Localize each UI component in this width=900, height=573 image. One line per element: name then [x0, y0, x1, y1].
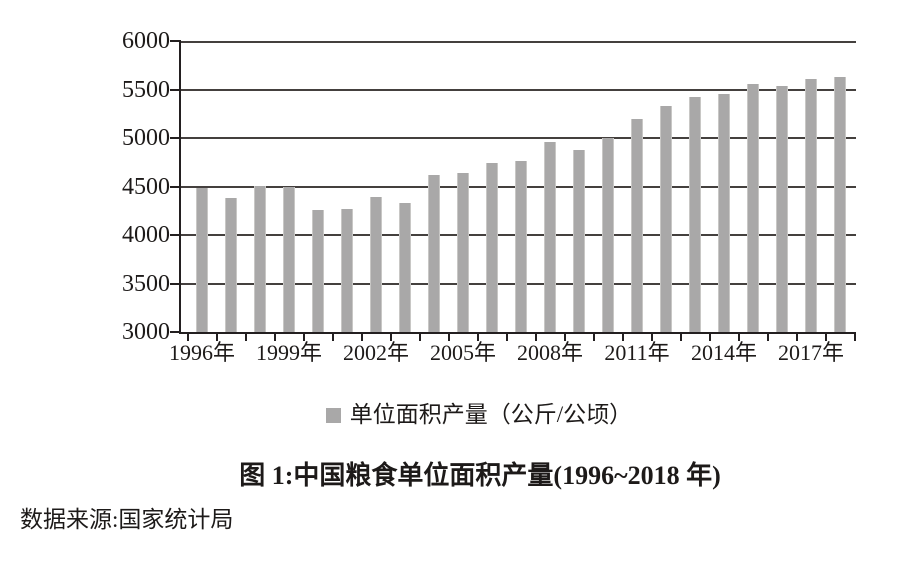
plot-area	[179, 41, 856, 334]
bar-2002年	[370, 197, 382, 332]
x-tick-19	[737, 334, 740, 341]
x-tick-6	[360, 334, 363, 341]
legend-label: 单位面积产量（公斤/公顷）	[349, 402, 633, 427]
x-tick-15	[621, 334, 624, 341]
bar-2001年	[341, 209, 353, 332]
bar-2000年	[312, 210, 324, 332]
x-tick-18	[708, 334, 711, 341]
bar-2016年	[776, 85, 788, 332]
gridline-5500	[181, 88, 856, 91]
x-label-2014年: 2014年	[690, 340, 757, 365]
y-label-5500: 5500	[122, 76, 170, 103]
x-tick-4	[302, 334, 305, 341]
x-tick-22	[824, 334, 827, 341]
x-label-2017年: 2017年	[777, 340, 844, 365]
x-tick-21	[795, 334, 798, 341]
bar-2017年	[805, 78, 817, 332]
x-label-2005年: 2005年	[429, 340, 496, 365]
bar-2004年	[428, 175, 440, 332]
x-tick-0	[186, 334, 189, 341]
x-label-2002年: 2002年	[342, 340, 409, 365]
y-tick-4500	[170, 185, 181, 188]
y-tick-5500	[170, 88, 181, 91]
bar-2008年	[544, 142, 556, 332]
bar-2011年	[631, 118, 643, 332]
x-label-1999年: 1999年	[255, 340, 322, 365]
y-tick-3000	[170, 331, 181, 333]
y-tick-4000	[170, 234, 181, 236]
bar-2007年	[515, 161, 527, 332]
x-tick-3	[273, 334, 276, 341]
x-tick-5	[331, 334, 334, 341]
x-tick-1	[215, 334, 218, 341]
gridline-5000	[181, 137, 856, 139]
y-axis-line	[179, 41, 181, 334]
bar-2010年	[602, 138, 614, 332]
bar-1996年	[196, 188, 208, 332]
y-label-4000: 4000	[122, 222, 170, 248]
bar-2013年	[689, 96, 701, 332]
x-tick-16	[650, 334, 653, 341]
x-tick-9	[447, 334, 450, 341]
bar-2006年	[486, 163, 498, 332]
x-tick-8	[418, 334, 421, 341]
x-label-2011年: 2011年	[604, 340, 670, 365]
legend: 单位面积产量（公斤/公顷）	[0, 402, 900, 428]
y-label-5000: 5000	[122, 125, 170, 151]
bar-2012年	[660, 105, 672, 332]
y-label-6000: 6000	[122, 28, 170, 54]
x-tick-20	[766, 334, 769, 341]
x-tick-7	[389, 334, 392, 341]
chart-title: 图 1:中国粮食单位面积产量(1996~2018 年)	[239, 461, 721, 490]
y-label-4500: 4500	[122, 173, 170, 200]
bar-1999年	[283, 186, 295, 332]
y-tick-5000	[170, 137, 181, 139]
gridline-6000	[181, 41, 856, 43]
bar-1997年	[225, 198, 237, 332]
y-label-3500: 3500	[122, 270, 170, 297]
y-tick-3500	[170, 282, 181, 285]
x-tick-10	[476, 334, 479, 341]
legend-swatch-icon	[325, 407, 341, 423]
x-tick-2	[244, 334, 247, 341]
x-tick-12	[534, 334, 537, 341]
bar-2015年	[747, 84, 759, 332]
x-label-1996年: 1996年	[168, 340, 235, 365]
bar-1998年	[254, 186, 266, 332]
x-tick-14	[592, 334, 595, 341]
x-label-2008年: 2008年	[516, 340, 583, 365]
bar-2003年	[399, 202, 411, 332]
x-tick-13	[563, 334, 566, 341]
x-tick-11	[505, 334, 508, 341]
bar-2018年	[834, 77, 846, 332]
bar-2009年	[573, 150, 585, 332]
x-tick-17	[679, 334, 682, 341]
data-source: 数据来源:国家统计局	[20, 507, 234, 532]
x-axis-line	[179, 332, 856, 334]
bar-2014年	[718, 94, 730, 332]
bar-2005年	[457, 172, 469, 332]
y-tick-6000	[170, 40, 181, 42]
x-tick-23	[853, 334, 856, 341]
y-label-3000: 3000	[122, 319, 170, 345]
